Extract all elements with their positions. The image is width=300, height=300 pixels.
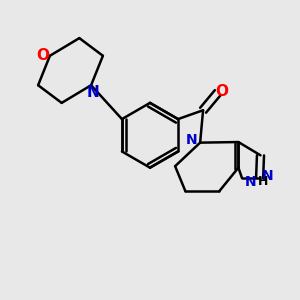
Text: N: N xyxy=(186,133,198,147)
Text: O: O xyxy=(216,84,229,99)
Text: O: O xyxy=(36,48,49,63)
Text: N: N xyxy=(262,169,274,183)
Text: N: N xyxy=(86,85,99,100)
Text: H: H xyxy=(258,175,268,188)
Text: N: N xyxy=(244,175,256,188)
